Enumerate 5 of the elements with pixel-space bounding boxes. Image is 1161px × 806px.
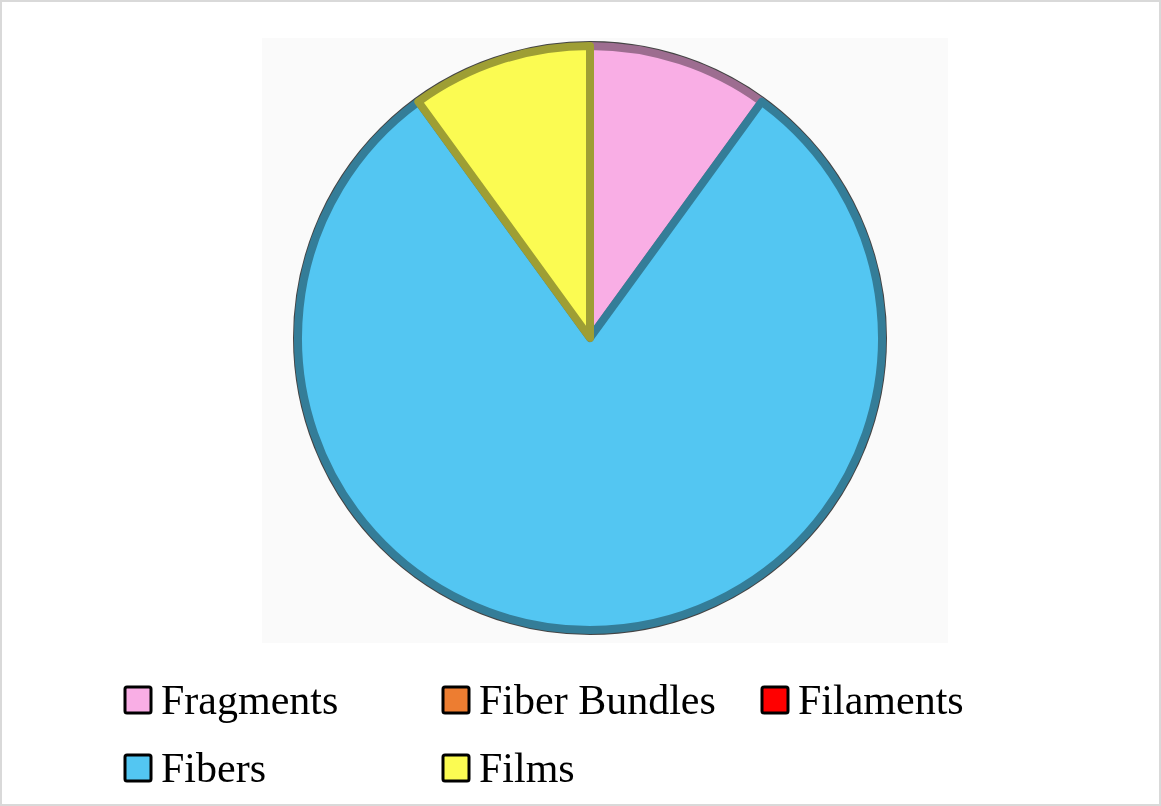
- legend-label: Filaments: [798, 677, 964, 723]
- legend-label: Fragments: [161, 677, 339, 723]
- legend-label: Fiber Bundles: [479, 677, 716, 723]
- legend-label: Fibers: [161, 745, 266, 791]
- legend-label: Films: [479, 745, 575, 791]
